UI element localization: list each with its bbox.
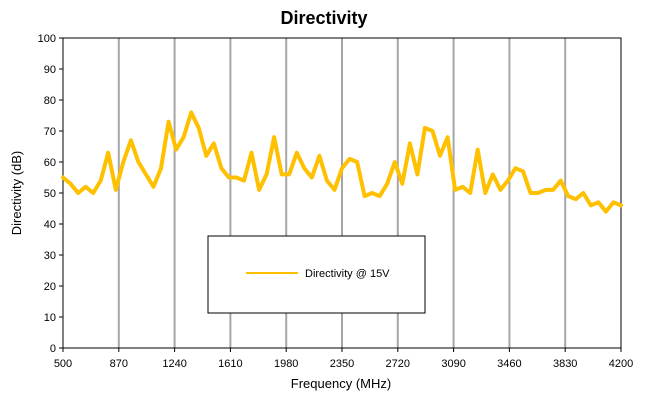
y-tick-label: 20 [44,281,56,293]
y-tick-label: 90 [44,64,56,76]
x-tick-label: 4200 [609,358,633,370]
series-line [61,110,623,214]
y-tick-label: 50 [44,188,56,200]
legend: Directivity @ 15V [207,235,426,314]
x-tick-label: 2720 [386,358,410,370]
y-tick-label: 100 [38,33,56,45]
y-axis-label: Directivity (dB) [9,151,24,236]
y-tick-label: 80 [44,95,56,107]
x-tick-label: 1240 [162,358,186,370]
y-tick-label: 30 [44,250,56,262]
y-tick-label: 60 [44,157,56,169]
chart-title: Directivity [280,8,367,28]
x-tick-label: 500 [54,358,72,370]
x-tick-label: 3460 [497,358,521,370]
y-tick-label: 10 [44,312,56,324]
legend-box [207,235,426,314]
x-axis-ticks: 500 870 1240 1610 1980 2350 2720 3090 3460 3830 42… [54,348,633,370]
x-tick-label: 3090 [441,358,465,370]
x-tick-label: 1980 [274,358,298,370]
x-axis-label: Frequency (MHz) [291,376,391,391]
series-layer [61,110,623,214]
x-tick-label: 3830 [553,358,577,370]
y-tick-label: 0 [50,343,56,355]
x-tick-label: 1610 [218,358,242,370]
y-tick-label: 70 [44,126,56,138]
y-tick-label: 40 [44,219,56,231]
x-tick-label: 870 [110,358,128,370]
y-axis-ticks: 0 10 20 30 40 50 60 70 80 90 100 [38,33,63,355]
x-tick-label: 2350 [330,358,354,370]
legend-label: Directivity @ 15V [305,268,390,280]
